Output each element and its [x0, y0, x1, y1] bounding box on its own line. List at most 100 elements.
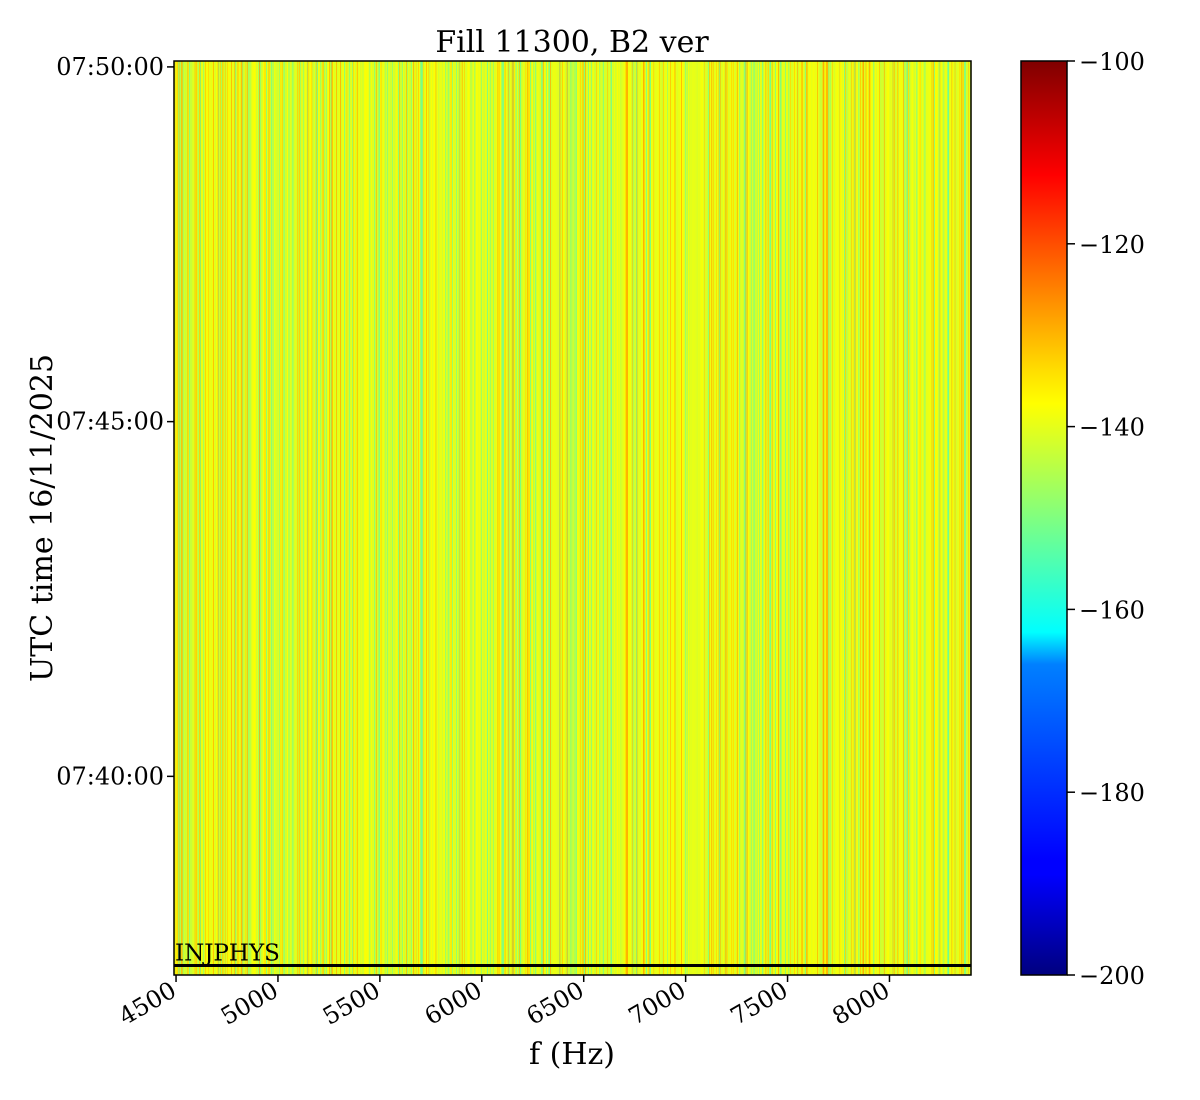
spectrogram-column: [423, 61, 426, 975]
spectrogram-column: [189, 61, 191, 975]
spectrogram-column: [611, 61, 613, 975]
spectrogram-column: [759, 61, 762, 975]
spectrogram-column: [647, 61, 650, 975]
spectrogram-column: [474, 61, 476, 975]
spectrogram-column: [617, 61, 619, 975]
spectrogram-column: [622, 61, 624, 975]
spectrogram-column: [453, 61, 455, 975]
spectrogram-column: [942, 61, 945, 975]
spectrogram-column: [626, 61, 628, 975]
spectrogram-column: [839, 61, 841, 975]
spectrogram-column: [601, 61, 604, 975]
spectrogram-column: [696, 61, 698, 975]
spectrogram-column: [517, 61, 519, 975]
spectrogram-column: [385, 61, 387, 975]
spectrogram-column: [211, 61, 213, 975]
spectrogram-column: [391, 61, 393, 975]
spectrogram-column: [316, 61, 318, 975]
spectrogram-column: [784, 61, 786, 975]
spectrogram-column: [857, 61, 860, 975]
spectrogram-column: [903, 61, 906, 975]
spectrogram-column: [852, 61, 854, 975]
spectrogram-column: [914, 61, 917, 975]
spectrogram-column: [772, 61, 774, 975]
spectrogram-column: [888, 61, 891, 975]
spectrogram-column: [265, 61, 267, 975]
spectrogram-column: [643, 61, 646, 975]
spectrogram-column: [701, 61, 704, 975]
spectrogram-column: [849, 61, 852, 975]
spectrogram-column: [867, 61, 869, 975]
spectrogram-column: [373, 61, 375, 975]
spectrogram-column: [536, 61, 538, 975]
spectrogram-column: [209, 61, 212, 975]
spectrogram-column: [357, 61, 360, 975]
spectrogram-column: [252, 61, 255, 975]
spectrogram-column: [277, 61, 279, 975]
spectrogram-column: [550, 61, 552, 975]
spectrogram-column: [639, 61, 641, 975]
spectrogram-column: [189, 61, 192, 975]
spectrogram-column: [873, 61, 875, 975]
spectrogram-column: [751, 61, 753, 975]
spectrogram-column: [441, 61, 444, 975]
spectrogram-column: [613, 61, 615, 975]
spectrogram-column: [295, 61, 298, 975]
spectrogram-column: [766, 61, 768, 975]
spectrogram-column: [738, 61, 740, 975]
spectrogram-column: [192, 61, 194, 975]
spectrogram-column: [668, 61, 670, 975]
spectrogram-column: [896, 61, 899, 975]
spectrogram-column: [906, 61, 909, 975]
spectrogram-column: [542, 61, 544, 975]
spectrogram-column: [447, 61, 449, 975]
spectrogram-column: [841, 61, 844, 975]
spectrogram-column: [851, 61, 853, 975]
spectrogram-column: [680, 61, 682, 975]
spectrogram-column: [761, 61, 763, 975]
spectrogram-column: [347, 61, 349, 975]
spectrogram-column: [944, 61, 946, 975]
spectrogram-column: [847, 61, 849, 975]
spectrogram-column: [374, 61, 376, 975]
spectrogram-column: [658, 61, 661, 975]
spectrogram-column: [435, 61, 437, 975]
spectrogram-column: [786, 61, 789, 975]
spectrogram-column: [457, 61, 459, 975]
spectrogram-column: [816, 61, 818, 975]
spectrogram-column: [747, 61, 750, 975]
spectrogram-column: [799, 61, 802, 975]
spectrogram-column: [831, 61, 833, 975]
spectrogram-column: [384, 61, 387, 975]
spectrogram-column: [349, 61, 352, 975]
spectrogram-column: [685, 61, 687, 975]
spectrogram-column: [724, 61, 727, 975]
spectrogram-column: [864, 61, 867, 975]
spectrogram-column: [731, 61, 733, 975]
spectrogram-column: [789, 61, 791, 975]
spectrogram-column: [183, 61, 185, 975]
spectrogram-column: [658, 61, 660, 975]
spectrogram-column: [729, 61, 732, 975]
spectrogram-column: [693, 61, 696, 975]
spectrogram-column: [712, 61, 714, 975]
spectrogram-column: [367, 61, 370, 975]
spectrogram-column: [553, 61, 556, 975]
spectrogram-column: [670, 61, 672, 975]
spectrogram-column: [523, 61, 526, 975]
spectrogram-column: [842, 61, 844, 975]
spectrogram-column: [795, 61, 798, 975]
spectrogram-column: [319, 61, 321, 975]
spectrogram-column: [396, 61, 398, 975]
spectrogram-column: [954, 61, 957, 975]
spectrogram-column: [418, 61, 421, 975]
spectrogram-column: [391, 61, 394, 975]
spectrogram-column: [526, 61, 529, 975]
spectrogram-column: [356, 61, 358, 975]
spectrogram-column: [248, 61, 251, 975]
spectrogram-column: [342, 61, 344, 975]
spectrogram-column: [185, 61, 188, 975]
spectrogram-column: [190, 61, 193, 975]
spectrogram-column: [264, 61, 267, 975]
spectrogram-column: [305, 61, 307, 975]
